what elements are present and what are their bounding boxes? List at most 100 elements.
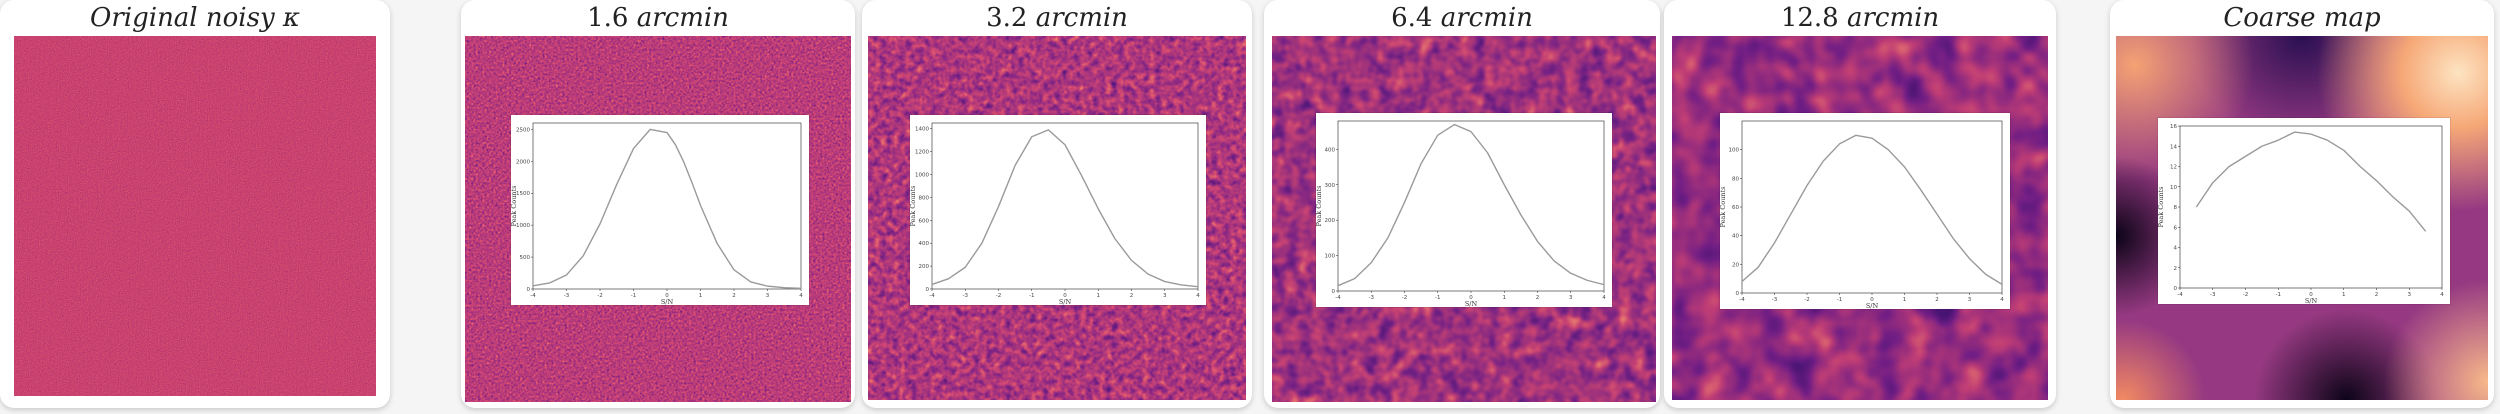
x-tick-label: -2 [2243,292,2248,298]
plot-frame [1741,120,2003,294]
panel-title: 1.6 arcmin [587,3,729,33]
x-tick-label: 4 [1196,293,1200,299]
peak-count-chart: -4 -3 -2 -1 0 1 2 3 4 0 500 1000 1500 2000 2500 S/N Peak… [511,122,803,305]
y-tick-label: 500 [520,255,531,261]
y-axis-label: Peak Counts [2158,186,2165,227]
x-tick-label: 2 [1130,293,1134,299]
x-tick-label: -1 [2276,292,2281,298]
y-tick-label: 0 [1736,291,1740,297]
x-tick-label: 1 [2342,292,2346,298]
x-tick-label: 4 [1602,295,1606,301]
x-tick-label: -3 [2210,292,2216,298]
x-axis-label: S/N [661,298,674,305]
y-tick-label: 0 [2174,286,2178,292]
panel-6-4-arcmin: 6.4 arcmin -4 -3 -2 -1 0 1 2 3 4 0 100 200 300 400 S/N… [1264,0,1660,408]
x-tick-label: -2 [1402,295,1407,301]
x-tick-label: 1 [1903,297,1907,303]
peak-count-inset: -4 -3 -2 -1 0 1 2 3 4 0 2 4 6 8 10 12 14 16 S/N Peak Counts [2158,118,2450,304]
x-tick-label: 1 [1503,295,1507,301]
noisy-kappa-map [14,36,376,396]
y-tick-label: 12 [2170,165,2177,171]
y-tick-label: 16 [2170,124,2177,130]
y-tick-label: 1200 [915,150,929,156]
peak-count-inset: -4 -3 -2 -1 0 1 2 3 4 0 100 200 300 400 S/N Peak Counts [1316,113,1612,307]
x-tick-label: 2 [732,293,736,299]
y-tick-label: 60 [1732,205,1739,211]
panel-title: 12.8 arcmin [1780,3,1940,33]
x-axis-label: S/N [2305,297,2318,304]
x-tick-label: -3 [1772,297,1778,303]
x-tick-label: 4 [2000,297,2004,303]
x-tick-label: -3 [564,293,570,299]
peak-count-inset: -4 -3 -2 -1 0 1 2 3 4 0 500 1000 1500 2000 2500 S/N Peak… [511,115,809,305]
peak-count-curve [2195,131,2427,232]
x-tick-label: 0 [1063,293,1067,299]
y-tick-label: 1400 [915,127,929,133]
plot-frame [931,122,1199,290]
x-axis-label: S/N [1059,298,1072,305]
x-tick-label: -4 [530,293,536,299]
x-tick-label: 3 [1968,297,1972,303]
peak-count-curve [1337,123,1605,287]
panel-title: Coarse map [2223,3,2381,33]
y-tick-label: 2000 [516,159,530,165]
peak-count-curve [931,129,1199,288]
x-tick-label: 2 [1536,295,1540,301]
plot-frame [532,122,802,290]
x-tick-label: -2 [597,293,602,299]
panel-original: Original noisy κ [0,0,390,408]
x-axis-label: S/N [1465,300,1478,307]
x-tick-label: 4 [799,293,803,299]
panel-title: Original noisy κ [90,3,300,33]
panel-3-2-arcmin: 3.2 arcmin -4 -3 -2 -1 0 1 2 3 4 0 200 400 600 800 100… [862,0,1252,408]
x-tick-label: 0 [2309,292,2313,298]
x-tick-label: 1 [1097,293,1101,299]
x-tick-label: 2 [2375,292,2379,298]
x-tick-label: -2 [1804,297,1809,303]
x-tick-label: 0 [1870,297,1874,303]
y-tick-label: 2500 [516,127,530,133]
x-tick-label: 2 [1935,297,1939,303]
y-tick-label: 40 [1732,234,1739,240]
peak-count-inset: -4 -3 -2 -1 0 1 2 3 4 0 20 40 60 80 100 S/N Peak Counts [1720,113,2010,309]
x-axis-label: S/N [1866,302,1879,309]
x-tick-label: 3 [1569,295,1573,301]
panel-title: 6.4 arcmin [1391,3,1533,33]
y-tick-label: 400 [919,241,930,247]
y-tick-label: 800 [919,195,930,201]
y-tick-label: 200 [1325,218,1336,224]
peak-count-curve [532,128,802,290]
y-tick-label: 1000 [915,173,929,179]
y-axis-label: Peak Counts [1720,186,1727,227]
x-tick-label: 0 [1469,295,1473,301]
y-axis-label: Peak Counts [1316,185,1323,226]
x-tick-label: -4 [1739,297,1745,303]
y-tick-label: 2 [2174,266,2178,272]
x-tick-label: 1 [699,293,703,299]
x-tick-label: -4 [1335,295,1341,301]
panel-1-6-arcmin: 1.6 arcmin -4 -3 -2 -1 0 1 2 3 4 0 500 1000 1500 2000… [461,0,855,408]
y-tick-label: 14 [2170,144,2177,150]
y-tick-label: 6 [2174,225,2178,231]
y-tick-label: 100 [1729,148,1740,154]
y-tick-label: 400 [1325,147,1336,153]
x-tick-label: 3 [1163,293,1167,299]
x-tick-label: -1 [631,293,636,299]
x-tick-label: -1 [1837,297,1842,303]
y-tick-label: 200 [919,264,930,270]
y-tick-label: 8 [2174,205,2178,211]
x-tick-label: -1 [1435,295,1440,301]
peak-count-chart: -4 -3 -2 -1 0 1 2 3 4 0 200 400 600 800 1000 1200 1400 S/… [910,122,1200,305]
y-tick-label: 1500 [516,191,530,197]
x-tick-label: -3 [963,293,969,299]
panel-title: 3.2 arcmin [986,3,1128,33]
y-tick-label: 20 [1732,262,1739,268]
x-tick-label: -4 [929,293,935,299]
y-tick-label: 300 [1325,183,1336,189]
y-tick-label: 600 [919,218,930,224]
panel-12-8-arcmin: 12.8 arcmin -4 -3 -2 -1 0 1 2 3 4 0 20 40 60 80 100 S/N… [1664,0,2056,408]
y-tick-label: 80 [1732,176,1739,182]
plot-frame [1337,120,1605,292]
x-tick-label: 4 [2440,292,2444,298]
